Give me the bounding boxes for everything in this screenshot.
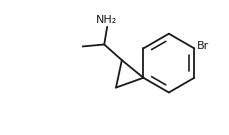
Text: NH₂: NH₂ — [95, 15, 117, 25]
Text: Br: Br — [197, 41, 210, 51]
